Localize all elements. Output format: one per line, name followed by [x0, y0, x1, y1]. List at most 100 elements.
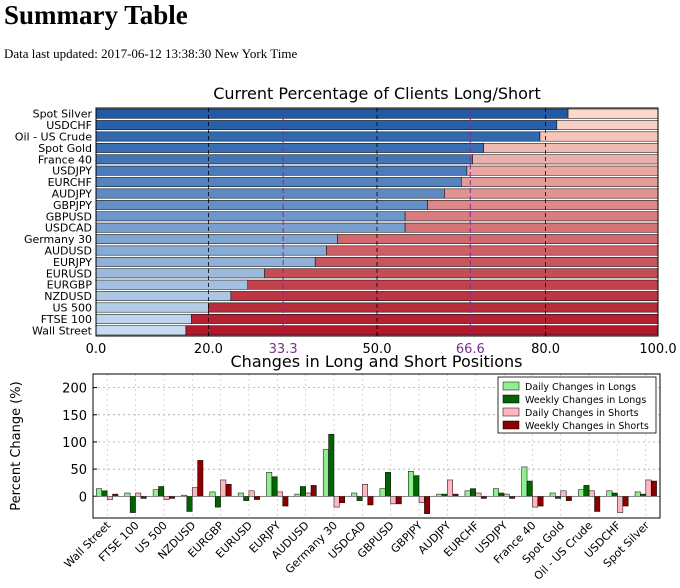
short-bar [404, 211, 659, 222]
weekly-long-bar [101, 490, 108, 497]
category-label: FTSE 100 [41, 313, 92, 326]
daily-long-bar [96, 488, 103, 497]
weekly-long-bar [498, 492, 505, 497]
long-bar [95, 131, 541, 142]
category-label: USDJPY [52, 165, 92, 178]
weekly-short-bar [367, 496, 374, 506]
last-updated-label: Data last updated: 2017-06-12 13:38:30 N… [4, 46, 298, 61]
weekly-long-bar [385, 472, 391, 497]
weekly-long-bar [186, 496, 193, 512]
daily-long-bar [379, 488, 386, 497]
legend-box [497, 376, 657, 434]
short-bar [247, 279, 659, 290]
daily-long-bar [266, 472, 273, 497]
weekly-long-bar [356, 496, 363, 501]
x-tick-label: 20.0 [194, 342, 223, 357]
weekly-long-bar [526, 480, 533, 497]
y-tick-label: 0 [79, 490, 87, 505]
daily-long-bar [124, 492, 131, 497]
weekly-short-bar [650, 480, 657, 497]
short-bar [314, 256, 659, 267]
weekly-short-bar [594, 496, 601, 512]
weekly-short-bar [254, 496, 260, 500]
long-bar [95, 199, 428, 210]
weekly-long-bar [640, 493, 647, 497]
legend-label: Weekly Changes in Shorts [525, 421, 649, 432]
x-tick-label: 50.0 [363, 342, 392, 357]
chart1-title: Current Percentage of Clients Long/Short [213, 84, 541, 103]
y-tick-label: 150 [62, 409, 87, 424]
short-bar [208, 302, 659, 313]
short-bar [461, 177, 659, 188]
legend-label: Daily Changes in Shorts [525, 408, 639, 419]
daily-long-bar [464, 490, 471, 497]
daily-short-bar [362, 484, 368, 497]
short-bar [472, 154, 659, 165]
short-bar [337, 234, 659, 245]
short-bar [264, 268, 659, 279]
long-bar [95, 291, 232, 302]
long-bar [95, 325, 187, 336]
weekly-long-bar [441, 493, 448, 497]
weekly-long-bar [158, 486, 165, 497]
weekly-short-bar [112, 493, 119, 497]
category-label: US 500 [52, 302, 92, 315]
category-label: GBPJPY [53, 199, 92, 212]
guide-tick-label: 33.3 [269, 342, 298, 357]
daily-short-bar [447, 479, 454, 497]
weekly-long-bar [611, 492, 618, 497]
category-label: Spot Gold [38, 142, 92, 155]
weekly-long-bar [470, 488, 476, 497]
daily-long-bar [152, 489, 159, 497]
daily-short-bar [475, 492, 482, 497]
legend-swatch [502, 394, 520, 404]
weekly-short-bar [622, 496, 629, 507]
short-bar [567, 108, 659, 119]
long-bar [95, 256, 316, 267]
daily-long-bar [436, 493, 443, 497]
long-bar [95, 245, 327, 256]
weekly-long-bar [271, 476, 278, 497]
weekly-long-bar [243, 496, 250, 501]
y-axis-label: Percent Change (%) [9, 381, 24, 510]
daily-short-bar [560, 490, 567, 497]
daily-short-bar [277, 491, 283, 497]
daily-short-bar [333, 496, 340, 508]
category-label: NZDUSD [44, 290, 92, 303]
weekly-short-bar [197, 460, 204, 497]
daily-short-bar [135, 492, 142, 497]
category-label: France 40 [38, 153, 92, 166]
daily-long-bar [408, 471, 414, 497]
daily-long-bar [521, 466, 528, 497]
long-bar [95, 234, 338, 245]
daily-short-bar [617, 496, 624, 513]
daily-short-bar [106, 496, 113, 500]
chart2-frame [92, 373, 661, 519]
weekly-short-bar [565, 496, 572, 501]
daily-short-bar [390, 496, 397, 505]
long-bar [95, 177, 462, 188]
daily-short-bar [418, 496, 425, 504]
long-bar [95, 279, 248, 290]
daily-long-bar [294, 493, 301, 497]
legend-label: Weekly Changes in Longs [525, 395, 646, 406]
weekly-short-bar [452, 493, 459, 497]
daily-long-bar [351, 492, 358, 497]
weekly-short-bar [537, 496, 544, 507]
weekly-long-bar [214, 496, 221, 508]
long-bar [95, 188, 445, 199]
daily-short-bar [163, 496, 170, 500]
daily-short-bar [191, 487, 198, 497]
page-title: Summary Table [4, 0, 188, 30]
long-bar [95, 154, 473, 165]
category-label: Oil - US Crude [15, 131, 92, 144]
weekly-short-bar [424, 496, 431, 514]
x-tick-label: 0.0 [86, 342, 107, 357]
weekly-short-bar [480, 496, 487, 499]
x-tick-label: 100.0 [639, 342, 676, 357]
y-tick-label: 50 [70, 463, 87, 478]
weekly-short-bar [310, 485, 317, 497]
short-bar [404, 222, 659, 233]
long-bar [95, 222, 406, 233]
category-label: AUDJPY [52, 188, 93, 201]
